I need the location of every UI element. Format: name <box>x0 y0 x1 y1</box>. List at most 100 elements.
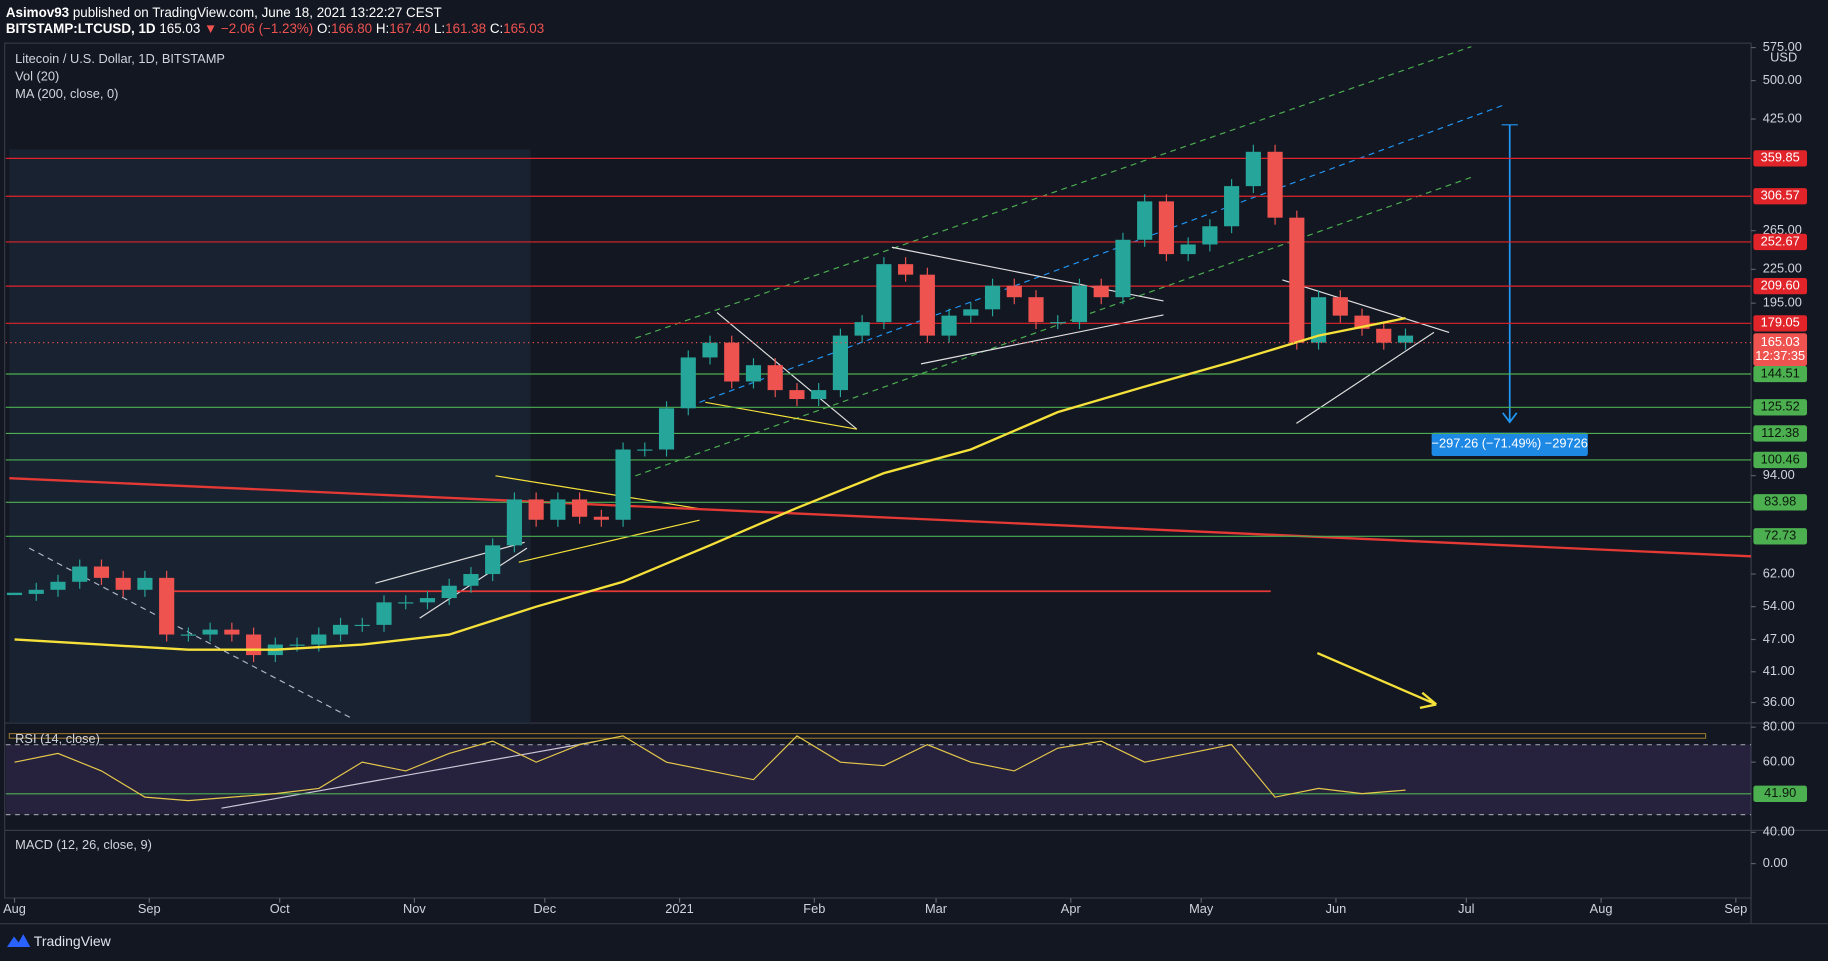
y-tick-label: 40.00 <box>1763 824 1795 839</box>
x-tick-label: Nov <box>403 901 426 916</box>
y-tick-label: 265.00 <box>1763 222 1802 237</box>
dashed-line <box>28 547 351 718</box>
y-tick-label: 94.00 <box>1763 467 1795 482</box>
y-tick-label: 41.00 <box>1763 663 1795 678</box>
flag-line <box>518 519 700 563</box>
level-label: 179.05 <box>1761 315 1800 330</box>
measure-arrow <box>1502 124 1518 424</box>
level-tag <box>1753 451 1808 469</box>
y-tick-label: 60.00 <box>1763 754 1795 769</box>
rsi-band <box>5 744 1752 815</box>
y-tick-label: 47.00 <box>1763 631 1795 646</box>
x-tick-label: May <box>1189 901 1214 916</box>
x-tick-label: Sep <box>1724 901 1747 916</box>
y-tick-label: 225.00 <box>1763 261 1802 276</box>
level-label: 125.52 <box>1761 399 1800 414</box>
y-tick-label: 500.00 <box>1763 72 1802 87</box>
high: 167.40 <box>389 21 430 36</box>
level-label: 359.85 <box>1761 150 1800 165</box>
level-tag <box>1753 399 1808 416</box>
symbol: BITSTAMP:LTCUSD, 1D <box>6 21 156 36</box>
x-tick-label: Apr <box>1061 901 1082 916</box>
rsi-level-label: 41.90 <box>1764 785 1796 800</box>
y-tick-label: 36.00 <box>1763 694 1795 709</box>
level-label: 144.51 <box>1761 365 1800 380</box>
brand: TradingView <box>34 933 112 949</box>
close-label: C: <box>490 21 503 36</box>
rsi-level-tag <box>1753 785 1808 802</box>
logo <box>6 934 31 948</box>
x-tick-label: Feb <box>803 901 825 916</box>
high-label: H: <box>376 21 389 36</box>
channel-mid <box>699 104 1505 403</box>
chart-title: Litecoin / U.S. Dollar, 1D, BITSTAMP <box>15 51 225 66</box>
rsi-trendline <box>221 741 595 809</box>
header-line-2: BITSTAMP:LTCUSD, 1D 165.03 ▼ −2.06 (−1.2… <box>6 21 544 36</box>
level-label: 83.98 <box>1764 494 1796 509</box>
countdown: 12:37:35 <box>1755 348 1805 363</box>
channel-lower <box>635 176 1472 477</box>
measure-label: −297.26 (−71.49%) −29726 <box>1432 436 1588 451</box>
volume-bottom-band <box>8 732 1707 739</box>
header-line-1: Asimov93 published on TradingView.com, J… <box>6 4 442 19</box>
level-label: 72.73 <box>1764 528 1796 543</box>
ma-line <box>14 317 1406 651</box>
rsi-line <box>14 735 1406 802</box>
y-tick-label: 0.00 <box>1763 855 1788 870</box>
x-tick-label: Aug <box>1590 901 1613 916</box>
change: ▼ −2.06 (−1.23%) <box>204 21 313 36</box>
level-tag <box>1753 528 1808 545</box>
ma-legend: MA (200, close, 0) <box>15 86 118 101</box>
level-tag <box>1753 494 1808 511</box>
low: 161.38 <box>445 21 486 36</box>
level-tag <box>1753 315 1808 332</box>
level-tag <box>1753 365 1808 383</box>
publisher: Asimov93 <box>6 4 69 19</box>
level-label: 112.38 <box>1761 425 1799 440</box>
level-tag <box>1753 233 1808 251</box>
x-tick-label: Aug <box>3 901 26 916</box>
shaded-region <box>9 149 531 724</box>
x-tick-label: Jun <box>1326 901 1347 916</box>
level-tag <box>1753 425 1808 442</box>
long-trendline <box>9 477 1752 558</box>
last-price-label: 165.03 <box>1761 334 1800 349</box>
level-tag <box>1753 188 1808 205</box>
x-tick-label: 2021 <box>665 901 694 916</box>
x-tick-label: Jul <box>1458 901 1474 916</box>
level-tag <box>1753 150 1808 167</box>
volume-legend: Vol (20) <box>15 68 59 83</box>
level-tag <box>1753 277 1808 295</box>
x-tick-label: Dec <box>533 901 556 916</box>
y-tick-label: 80.00 <box>1763 719 1795 734</box>
y-tick-label: 575.00 <box>1763 39 1802 54</box>
level-label: 209.60 <box>1761 278 1800 293</box>
low-label: L: <box>434 21 445 36</box>
close: 165.03 <box>503 21 544 36</box>
level-label: 100.46 <box>1761 451 1800 466</box>
volume-arrow <box>1316 652 1438 710</box>
x-tick-label: Mar <box>925 901 948 916</box>
macd-legend: MACD (12, 26, close, 9) <box>15 837 152 852</box>
triangle-line <box>1296 331 1435 424</box>
last: 165.03 <box>159 21 200 36</box>
open: 166.80 <box>331 21 372 36</box>
open-label: O: <box>317 21 331 36</box>
y-tick-label: 195.00 <box>1763 295 1802 310</box>
drawings <box>9 46 1752 809</box>
published: published on TradingView.com, June 18, 2… <box>73 4 442 19</box>
channel-upper <box>635 46 1472 339</box>
last-price-tag <box>1753 333 1808 366</box>
currency: USD <box>1770 50 1797 65</box>
level-label: 306.57 <box>1761 188 1800 203</box>
wedge-line <box>716 312 858 430</box>
header-bar <box>0 0 1828 42</box>
rsi-legend: RSI (14, close) <box>15 731 100 746</box>
y-tick-label: 54.00 <box>1763 598 1795 613</box>
flag-line <box>495 475 706 511</box>
measure-box <box>1431 432 1588 457</box>
level-label: 252.67 <box>1761 233 1800 248</box>
x-tick-label: Oct <box>270 901 290 916</box>
